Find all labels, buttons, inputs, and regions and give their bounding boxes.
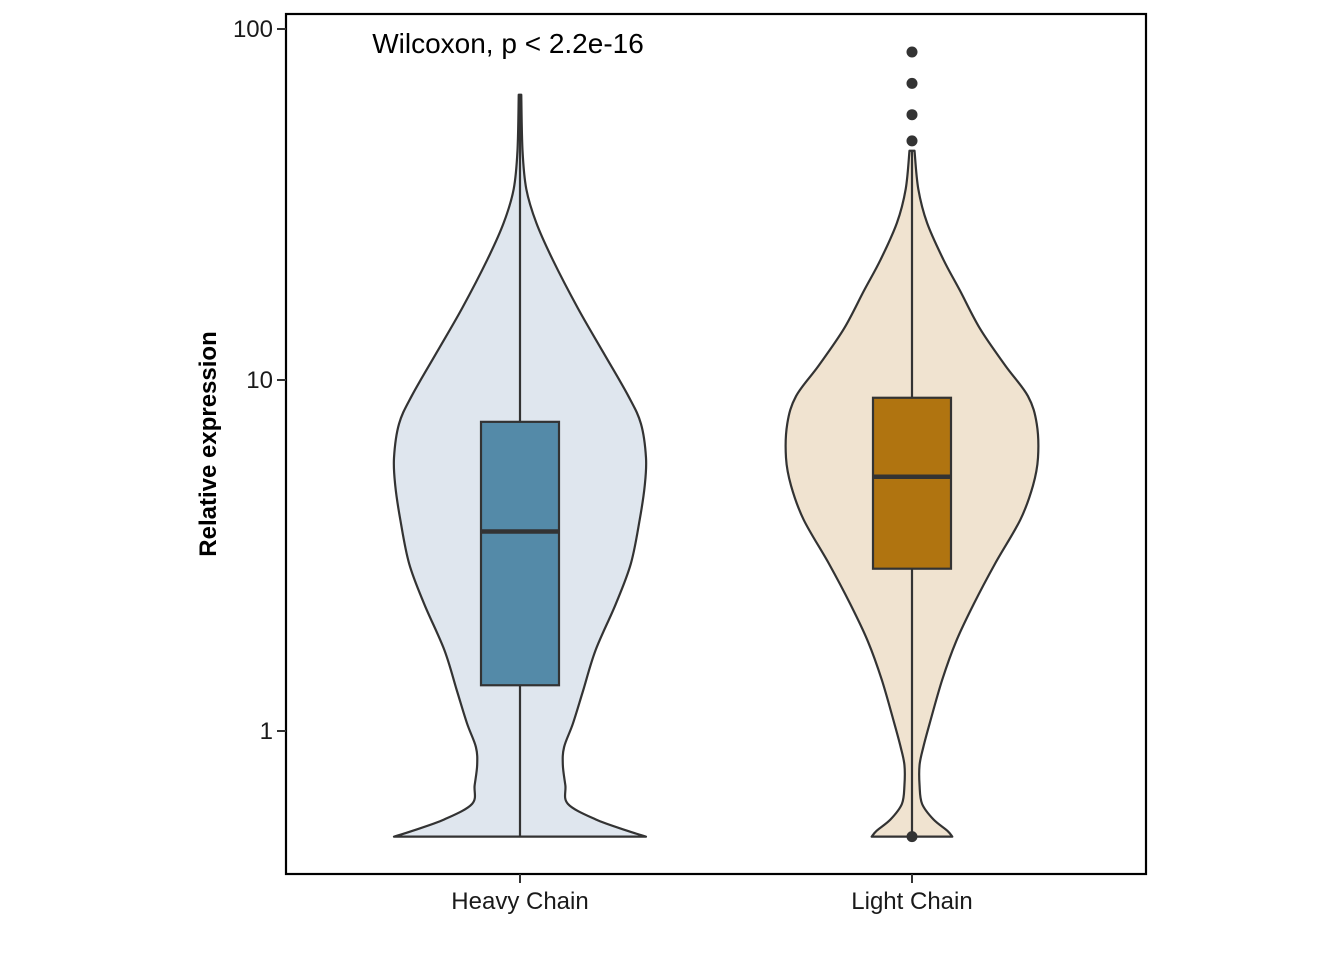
outlier-point-light-chain: [906, 46, 918, 58]
wilcoxon-annotation: Wilcoxon, p < 2.2e-16: [372, 28, 644, 59]
outlier-point-light-chain: [906, 831, 918, 843]
outlier-point-light-chain: [906, 135, 918, 147]
outlier-point-light-chain: [906, 77, 918, 89]
x-tick-label: Light Chain: [851, 888, 972, 915]
box-heavy-chain: [479, 420, 561, 687]
plot-frame: [284, 12, 1148, 876]
outlier-point-light-chain: [906, 109, 918, 121]
y-tick-label: 1: [260, 718, 273, 745]
y-tick-label: 100: [233, 16, 273, 43]
y-axis: 1 10 100: [233, 16, 286, 745]
y-axis-title: Relative expression: [195, 331, 222, 556]
outlier-layer: [906, 46, 918, 843]
box-light-chain: [871, 396, 953, 570]
y-tick-label: 10: [246, 367, 273, 394]
boxplot-layer: [479, 94, 953, 837]
x-axis: Heavy Chain Light Chain: [451, 874, 973, 915]
x-tick-label: Heavy Chain: [451, 888, 588, 915]
